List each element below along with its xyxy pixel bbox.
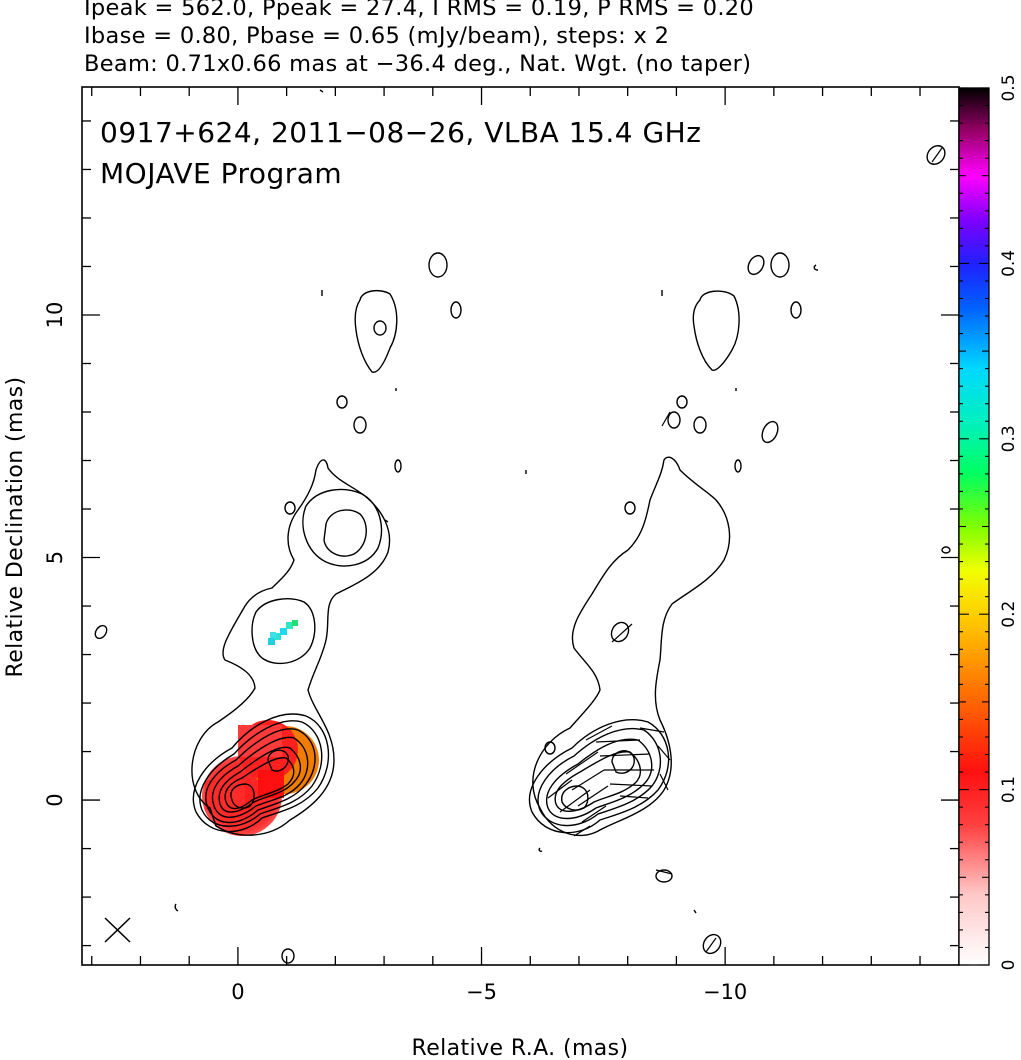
pol-jet-block-2 [258, 770, 284, 798]
pol-knot-cyan [268, 620, 298, 645]
contour-top-blob-inner [373, 320, 387, 336]
header-line-1: Ipeak = 562.0, Ppeak = 27.4, I RMS = 0.1… [84, 0, 754, 21]
x-tick-label: −10 [703, 980, 747, 1004]
y-axis-label: Relative Declination (mas) [3, 376, 28, 677]
contour-island-r5 [667, 411, 681, 429]
contour-speck-3 [174, 903, 179, 912]
contour-speck-5 [384, 519, 389, 523]
contour-island-9 [926, 145, 946, 165]
contour-outer-right [532, 456, 731, 837]
contour-knot-right [610, 621, 630, 643]
colorbar-tick-label: 0.2 [999, 601, 1019, 628]
colorbar-tick-label: 0.5 [999, 74, 1019, 101]
contour-island-3 [336, 395, 348, 409]
contour-island-r8 [734, 459, 742, 473]
contour-island-r9 [624, 501, 636, 515]
contour-island-r3 [790, 301, 802, 319]
contour-island-r6 [693, 416, 707, 434]
header-line-2: Ibase = 0.80, Pbase = 0.65 (mJy/beam), s… [84, 23, 670, 49]
contour-island-1 [428, 252, 448, 278]
polarization-colormap [202, 620, 319, 836]
y-tick-label: 10 [43, 302, 67, 329]
contour-island-r2 [770, 252, 790, 278]
contour-upper-knot-inner [323, 509, 367, 557]
colorbar-tick-label: 0.3 [999, 425, 1019, 452]
y-tick-label: 0 [43, 793, 67, 806]
contour-top-blob-right [692, 290, 740, 371]
contour-speck-r4 [693, 909, 697, 914]
x-tick-label: 0 [231, 980, 244, 1004]
contour-mid-knot [251, 598, 316, 665]
colorbar-tick-label: 0 [999, 960, 1019, 971]
x-tick-label: −5 [466, 980, 497, 1004]
plot-frame [81, 86, 960, 966]
contour-upper-knot [302, 488, 383, 567]
contour-outer [191, 459, 391, 836]
contour-island-r12 [702, 933, 722, 955]
contour-island-8 [281, 948, 295, 964]
chart-subtitle: MOJAVE Program [100, 157, 342, 190]
contour-speck-r5 [813, 264, 819, 271]
contour-island-5 [394, 459, 402, 473]
beam-marker [104, 917, 131, 943]
contour-speck-1 [319, 89, 324, 93]
contour-island-r10 [544, 741, 556, 755]
contour-island-6 [284, 501, 296, 515]
colorbar-tick-label: 0.1 [999, 776, 1019, 803]
contour-top-blob [354, 289, 398, 373]
contour-speck-r6 [538, 847, 543, 852]
core-contour-set [192, 713, 330, 833]
contour-island-2 [450, 301, 462, 319]
core-contour-set-right [528, 719, 670, 834]
intensity-contours-right [525, 252, 819, 955]
chart-title: 0917+624, 2011−08−26, VLBA 15.4 GHz [100, 116, 701, 149]
contour-island-10 [941, 546, 951, 554]
contour-island-r11 [655, 869, 673, 883]
x-axis-label: Relative R.A. (mas) [412, 1036, 629, 1060]
contour-island-4 [353, 416, 367, 434]
contour-island-r1 [747, 254, 765, 276]
header-line-3: Beam: 0.71x0.66 mas at −36.4 deg., Nat. … [84, 51, 752, 77]
contour-island-r4 [676, 395, 688, 409]
colorbar-tick-label: 0.4 [999, 250, 1019, 277]
intensity-contours-left [94, 89, 951, 964]
y-tick-label: 5 [43, 551, 67, 564]
evpa-vectors [547, 147, 943, 953]
contour-island-r7 [761, 420, 779, 444]
contour-island-7 [94, 624, 108, 640]
